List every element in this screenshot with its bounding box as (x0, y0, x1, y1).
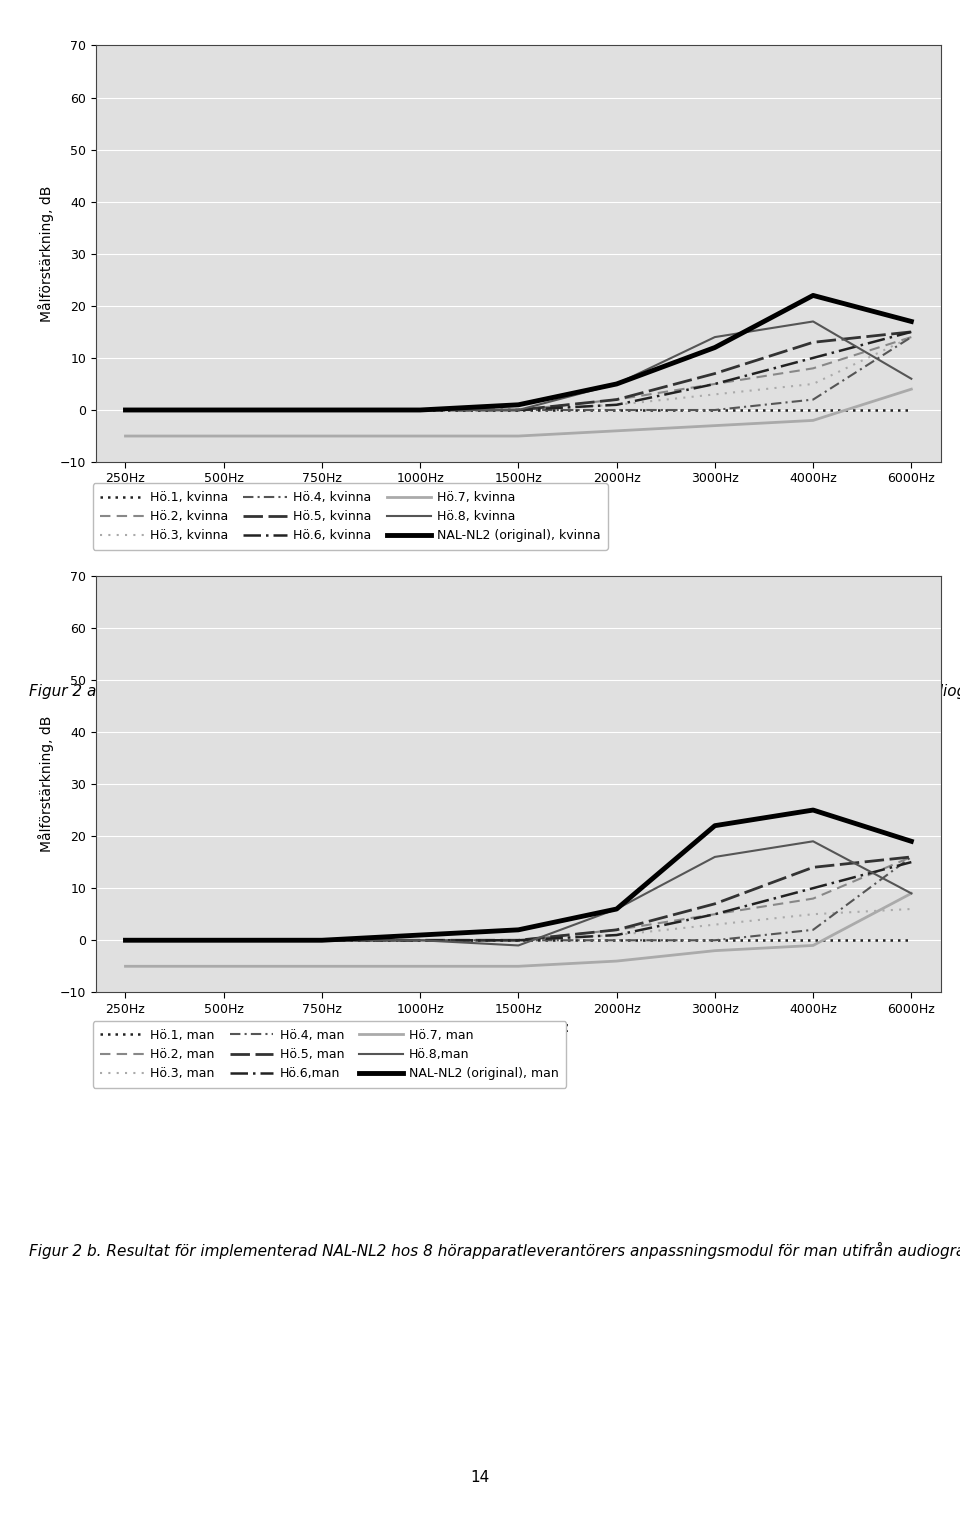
Y-axis label: Målförstärkning, dB: Målförstärkning, dB (38, 185, 55, 323)
Text: Figur 2 a. Resultat för implementerad NAL-NL2 hos 8 hörapparatleverantörers anpa: Figur 2 a. Resultat för implementerad NA… (29, 682, 960, 698)
Legend: Hö.1, kvinna, Hö.2, kvinna, Hö.3, kvinna, Hö.4, kvinna, Hö.5, kvinna, Hö.6, kvin: Hö.1, kvinna, Hö.2, kvinna, Hö.3, kvinna… (93, 483, 608, 550)
X-axis label: Frekvens, Hz: Frekvens, Hz (468, 1021, 568, 1035)
Legend: Hö.1, man, Hö.2, man, Hö.3, man, Hö.4, man, Hö.5, man, Hö.6,man, Hö.7, man, Hö.8: Hö.1, man, Hö.2, man, Hö.3, man, Hö.4, m… (93, 1021, 566, 1088)
Text: Figur 2 b. Resultat för implementerad NAL-NL2 hos 8 hörapparatleverantörers anpa: Figur 2 b. Resultat för implementerad NA… (29, 1242, 960, 1259)
X-axis label: Frekvens, Hz: Frekvens, Hz (468, 491, 568, 504)
Text: 14: 14 (470, 1470, 490, 1485)
Y-axis label: Målförstärkning, dB: Målförstärkning, dB (38, 715, 55, 853)
